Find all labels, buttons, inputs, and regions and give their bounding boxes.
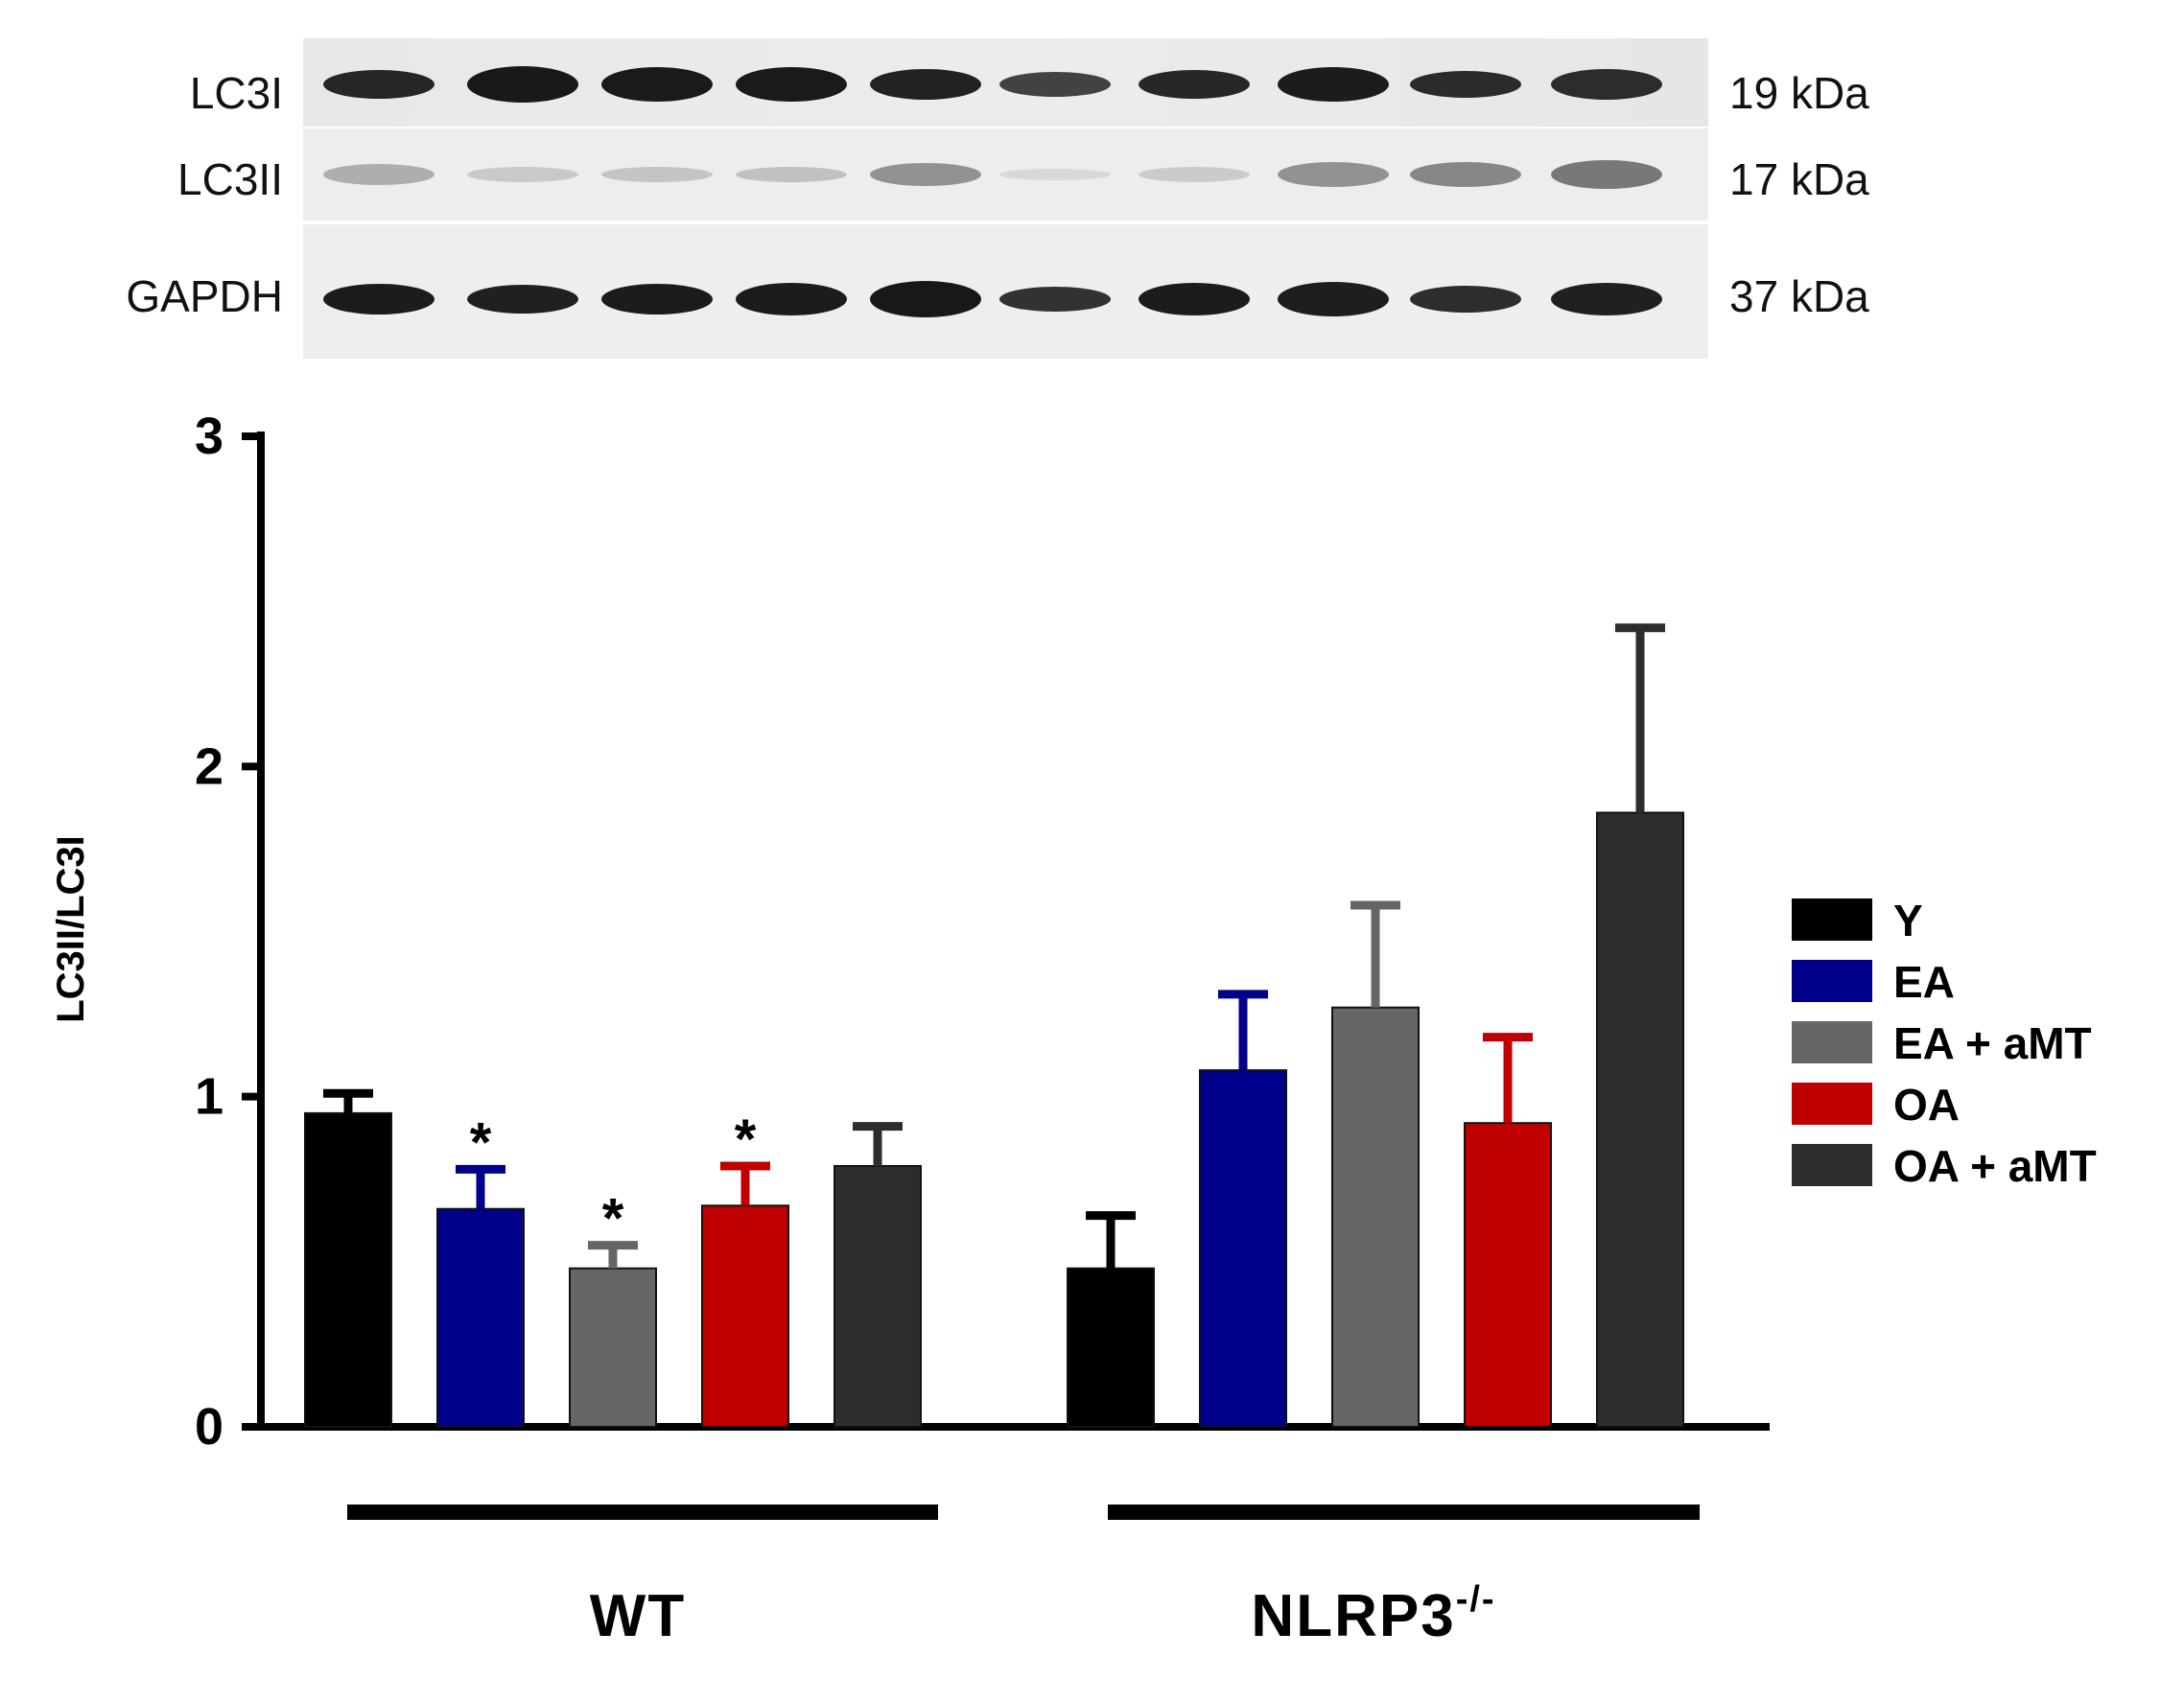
blot-band	[1551, 160, 1662, 189]
blot-band	[736, 67, 847, 102]
significance-marker: *	[602, 1188, 624, 1250]
blot-band	[999, 287, 1111, 312]
blot-band	[1410, 286, 1521, 313]
blot-band	[1139, 167, 1250, 182]
blot-band	[467, 167, 578, 182]
blot-band	[870, 163, 981, 186]
bar-nlrp3-4	[1596, 811, 1684, 1428]
group-label-nlrp3-superscript: -/-	[1456, 1579, 1496, 1620]
blot-size-lc3ii: 17 kDa	[1729, 154, 1869, 204]
group-label-wt-text: WT	[590, 1583, 686, 1649]
blot-band	[323, 284, 434, 315]
group-label-nlrp3-text: NLRP3	[1251, 1583, 1455, 1649]
blot-band	[999, 169, 1111, 180]
blot-band	[870, 281, 981, 317]
legend-swatch	[1792, 960, 1872, 1002]
blot-label-lc3ii: LC3II	[177, 154, 283, 204]
group-label-nlrp3: NLRP3-/-	[1251, 1579, 1495, 1649]
bar-wt-2	[569, 1267, 657, 1428]
blot-band	[601, 284, 713, 315]
legend-swatch	[1792, 1144, 1872, 1186]
y-tick-label: 0	[195, 1398, 223, 1456]
y-tick-label: 2	[195, 737, 223, 795]
y-axis-label: LC3II/LC3I	[50, 835, 92, 1023]
bar-nlrp3-3	[1464, 1122, 1552, 1429]
blot-size-gapdh: 37 kDa	[1729, 271, 1869, 321]
bar-wt-4	[834, 1164, 922, 1429]
blot-band	[1551, 69, 1662, 100]
group-label-wt: WT	[590, 1583, 686, 1649]
legend-label: EA + aMT	[1893, 1018, 2092, 1068]
y-tick-label: 1	[195, 1068, 223, 1126]
y-tick-label: 3	[195, 408, 223, 465]
legend-label: Y	[1893, 896, 1923, 945]
blot-band	[601, 67, 713, 102]
blot-size-lc3i: 19 kDa	[1729, 68, 1869, 118]
significance-marker: *	[470, 1111, 492, 1174]
bar-nlrp3-1	[1199, 1069, 1287, 1428]
legend-label: EA	[1893, 957, 1955, 1007]
blot-band	[736, 167, 847, 182]
blot-band	[467, 285, 578, 314]
blot-band	[323, 70, 434, 99]
western-blot: LC3I LC3II GAPDH 19 kDa 17 kDa 37 kDa	[126, 38, 1869, 359]
blot-band	[1278, 282, 1389, 316]
legend-label: OA	[1893, 1080, 1960, 1130]
blot-band	[1278, 162, 1389, 187]
legend-swatch	[1792, 1021, 1872, 1063]
blot-label-gapdh: GAPDH	[126, 271, 283, 321]
blot-band	[1139, 70, 1250, 99]
bar-wt-0	[304, 1111, 392, 1428]
blot-band	[999, 72, 1111, 97]
blot-band	[601, 167, 713, 182]
blot-band	[736, 283, 847, 315]
blot-band	[1278, 67, 1389, 102]
blot-band	[323, 164, 434, 185]
legend-swatch	[1792, 1083, 1872, 1125]
legend-label: OA + aMT	[1893, 1141, 2097, 1191]
bar-nlrp3-0	[1067, 1267, 1155, 1428]
blot-band	[1551, 283, 1662, 315]
blot-band	[1410, 162, 1521, 187]
blot-band	[467, 66, 578, 103]
blot-band	[870, 69, 981, 100]
blot-band	[1410, 71, 1521, 98]
blot-label-lc3i: LC3I	[190, 68, 283, 118]
legend-swatch	[1792, 898, 1872, 941]
bar-wt-3	[701, 1204, 789, 1428]
bar-nlrp3-2	[1331, 1006, 1420, 1428]
blot-band	[1139, 283, 1250, 315]
legend: Y EA EA + aMT OA OA + aMT	[1792, 896, 2097, 1191]
significance-marker: *	[735, 1108, 757, 1171]
bar-wt-1	[436, 1207, 525, 1428]
